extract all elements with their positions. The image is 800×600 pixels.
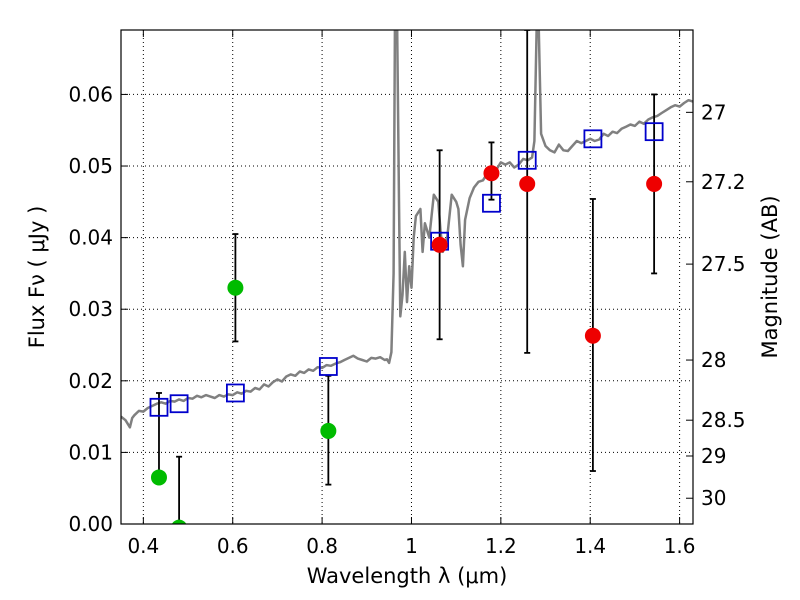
y-tick-label: 0.02	[68, 369, 113, 393]
photometry-point	[483, 165, 500, 182]
y-tick-label: 0.01	[68, 440, 113, 464]
model-photometry-square	[149, 397, 169, 417]
photometry-point	[171, 519, 187, 524]
model-photometry-square	[169, 394, 189, 414]
x-tick-label: 1.4	[574, 534, 606, 558]
y-tick-label: 0.05	[68, 154, 113, 178]
photometry-point	[150, 469, 167, 486]
x-tick-label: 1.6	[664, 534, 696, 558]
photometry-point	[584, 327, 601, 344]
spectrum-layer	[121, 30, 693, 429]
photometry-point	[519, 175, 536, 192]
y2-tick-label: 30	[701, 486, 726, 510]
x-tick-label: 1.2	[485, 534, 517, 558]
photometry-point	[227, 279, 244, 296]
model-photometry-square	[517, 150, 537, 170]
model-photometry-square	[644, 122, 664, 142]
photometry-point	[646, 175, 663, 192]
y2-tick-label: 27.5	[701, 252, 746, 276]
y2-tick-label: 27	[701, 100, 726, 124]
model-photometry-markers	[149, 122, 664, 417]
x-tick-label: 0.6	[217, 534, 249, 558]
model-photometry-square	[318, 357, 338, 376]
y2-tick-label: 28.5	[701, 408, 746, 432]
x-tick-label: 1	[405, 534, 418, 558]
model-photometry-square	[583, 129, 603, 149]
model-photometry-square	[225, 383, 245, 403]
photometry-point	[431, 236, 448, 253]
plot-frame	[120, 29, 694, 525]
observed-photometry-markers	[150, 165, 663, 524]
y-axis-label: Flux Fν ( μJy )	[25, 206, 49, 349]
x-tick-label: 0.8	[306, 534, 338, 558]
tick-labels: 0.4 0.6 0.8 1 1.2 1.4 1.6 0.00 0.01 0.02 0.03 0.04 0…	[68, 82, 745, 558]
y2-axis-label: Magnitude (AB)	[758, 195, 782, 358]
y-tick-label: 0.06	[68, 82, 113, 106]
y2-tick-label: 29	[701, 444, 726, 468]
model-spectrum-line	[121, 30, 693, 429]
model-photometry-square	[482, 193, 501, 213]
photometry-point	[320, 422, 337, 439]
axis-ticks	[121, 30, 693, 525]
y-tick-label: 0.00	[68, 512, 113, 536]
y-tick-label: 0.04	[68, 226, 113, 250]
y2-tick-label: 28	[701, 348, 726, 372]
y-tick-label: 0.03	[68, 297, 113, 321]
y2-tick-label: 27.2	[701, 170, 746, 194]
x-axis-label: Wavelength λ (μm)	[307, 564, 508, 588]
x-tick-label: 0.4	[127, 534, 159, 558]
